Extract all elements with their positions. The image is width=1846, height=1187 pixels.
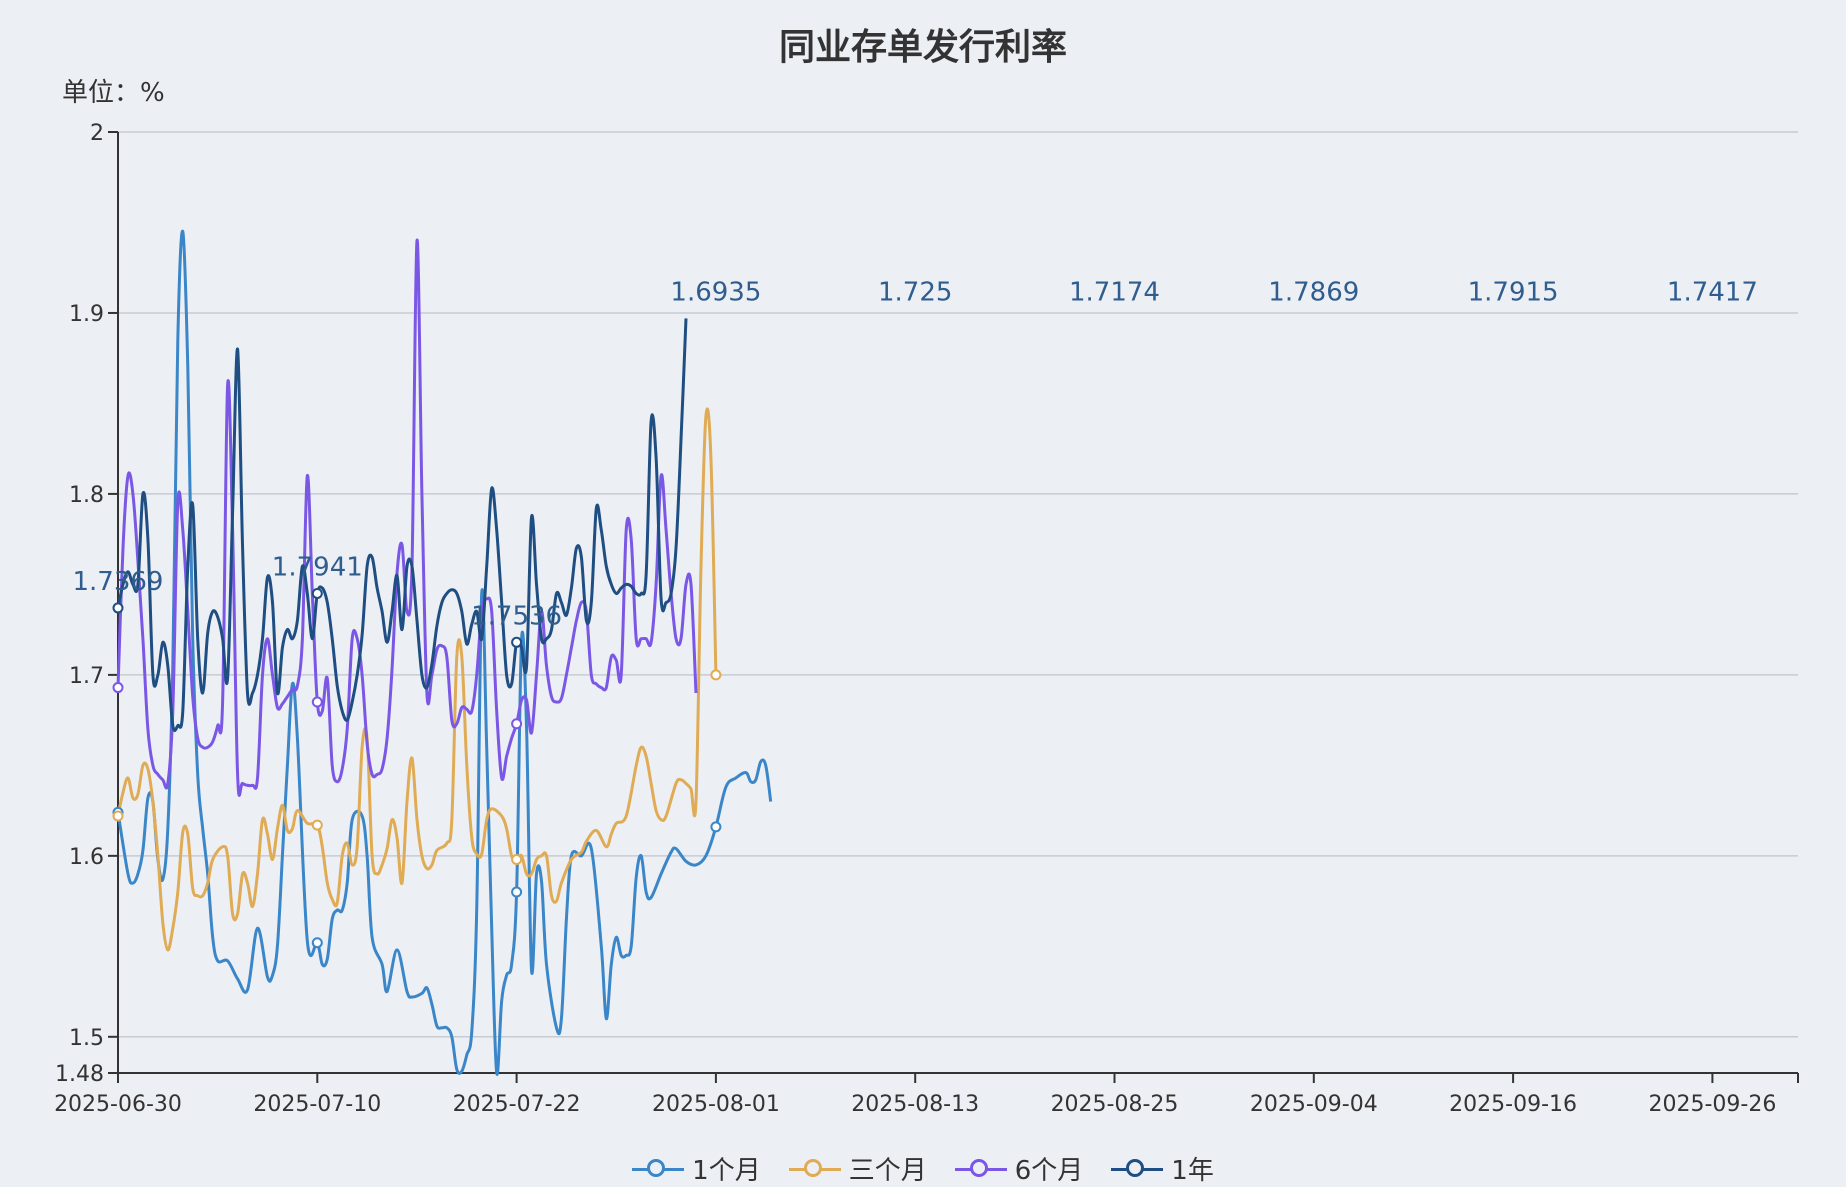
data-label: 1.7369 [73,567,164,597]
y-tick-label: 1.48 [55,1062,104,1087]
legend-line-circle-icon [1111,1157,1164,1181]
data-label: 1.7869 [1268,277,1359,307]
data-label: 1.7536 [471,601,562,631]
legend-label-1y: 1年 [1171,1156,1214,1186]
legend-line-circle-icon [788,1157,841,1181]
unit-label: 单位：% [62,78,165,108]
data-point [511,853,523,865]
x-tick-label: 2025-09-04 [1250,1092,1378,1117]
x-tick-label: 2025-07-10 [253,1092,381,1117]
x-tick-label: 2025-08-25 [1051,1092,1179,1117]
y-tick-label: 1.6 [69,845,104,870]
legend-item-1y[interactable]: 1年 [1111,1150,1214,1187]
data-label: 1.7941 [272,552,363,582]
legend-item-1m[interactable]: 1个月 [632,1150,761,1187]
data-label: 1.7417 [1667,277,1758,307]
x-tick-label: 2025-06-30 [54,1092,182,1117]
data-label: 1.7915 [1468,277,1559,307]
data-point [311,937,323,949]
y-tick-label: 1.7 [69,664,104,689]
chart-title: 同业存单发行利率 [778,27,1067,68]
y-tick-label: 1.5 [69,1026,104,1051]
legend-item-6m[interactable]: 6个月 [954,1150,1084,1187]
data-point [710,821,722,833]
data-point [511,718,523,730]
series-3m-line [116,407,718,952]
data-point [112,602,124,614]
data-label: 1.6935 [670,277,761,307]
data-point [511,636,523,648]
y-tick-label: 2 [90,121,104,146]
series-1m-line [116,229,773,1076]
legend-line-circle-icon [632,1157,685,1181]
y-tick-label: 1.9 [69,302,104,327]
legend-item-3m[interactable]: 三个月 [788,1150,927,1187]
legend: 1个月 三个月 6个月 1年 [0,1150,1846,1187]
series-6m-line [116,238,698,797]
legend-label-6m: 6个月 [1014,1156,1084,1186]
data-point [311,819,323,831]
data-point [511,886,523,898]
legend-line-circle-icon [954,1157,1007,1181]
data-point [311,696,323,708]
x-tick-label: 2025-09-16 [1449,1092,1577,1117]
data-point [710,669,722,681]
data-point [112,682,124,694]
series-1y-line [116,318,688,733]
data-label: 1.725 [878,277,952,307]
legend-label-1m: 1个月 [692,1156,761,1186]
data-label: 1.7174 [1069,277,1160,307]
data-point [311,587,323,599]
y-tick-label: 1.8 [69,483,104,508]
line-chart: 1.48 1.5 1.6 1.7 1.8 1.9 2 2025-06-30 2025-07-10… [54,121,1799,1117]
x-tick-label: 2025-08-01 [652,1092,780,1117]
data-point [112,810,124,822]
x-tick-label: 2025-09-26 [1648,1092,1776,1117]
legend-label-3m: 三个月 [848,1156,927,1186]
x-tick-label: 2025-08-13 [851,1092,979,1117]
x-tick-label: 2025-07-22 [453,1092,581,1117]
